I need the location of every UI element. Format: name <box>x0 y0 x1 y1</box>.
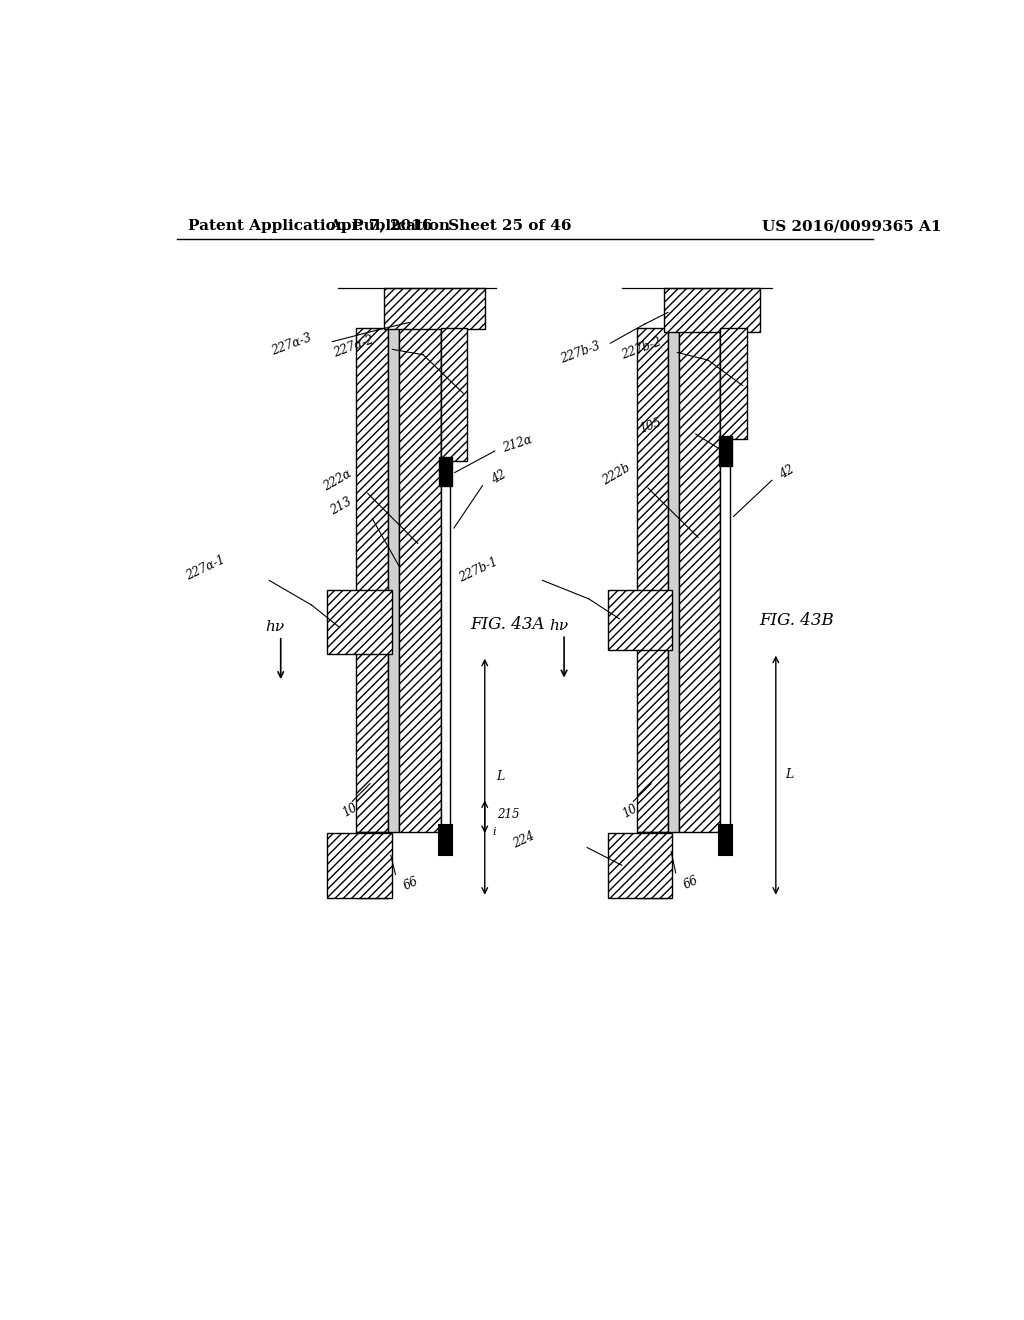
Text: 227α-1: 227α-1 <box>183 553 226 582</box>
Text: US 2016/0099365 A1: US 2016/0099365 A1 <box>762 219 941 234</box>
Bar <box>398 327 441 832</box>
Bar <box>637 327 668 832</box>
Bar <box>608 590 672 649</box>
Bar <box>608 833 672 898</box>
Text: hν: hν <box>549 619 568 632</box>
Bar <box>388 327 398 832</box>
Bar <box>441 327 467 461</box>
Text: 66: 66 <box>682 873 701 891</box>
Text: 227b-3: 227b-3 <box>559 339 602 366</box>
Text: 224: 224 <box>511 829 538 850</box>
Text: L: L <box>497 770 505 783</box>
Text: 10: 10 <box>340 800 359 820</box>
Text: 227α-3: 227α-3 <box>269 331 313 358</box>
Text: 10: 10 <box>620 803 639 821</box>
Bar <box>356 327 388 832</box>
Bar <box>439 457 453 487</box>
Text: FIG. 43B: FIG. 43B <box>759 612 834 628</box>
Text: 227α-2: 227α-2 <box>332 333 376 359</box>
Bar <box>439 825 453 855</box>
Text: 105: 105 <box>638 416 664 437</box>
Bar <box>441 327 451 832</box>
Text: 66: 66 <box>401 875 421 892</box>
Text: 227b-2: 227b-2 <box>620 335 664 362</box>
Bar <box>720 327 746 440</box>
Bar <box>637 832 668 898</box>
Text: 213: 213 <box>328 495 353 517</box>
Bar <box>327 590 391 655</box>
Text: FIG. 43A: FIG. 43A <box>471 615 545 632</box>
Bar <box>668 327 679 832</box>
Text: 227b-1: 227b-1 <box>457 556 500 585</box>
Text: 212α: 212α <box>501 433 534 455</box>
Text: 222α: 222α <box>322 467 354 494</box>
Bar <box>356 832 388 898</box>
Text: Apr. 7, 2016   Sheet 25 of 46: Apr. 7, 2016 Sheet 25 of 46 <box>329 219 571 234</box>
Bar <box>720 327 730 832</box>
Text: i: i <box>493 828 496 837</box>
Bar <box>719 825 732 855</box>
Bar <box>679 327 720 832</box>
Bar <box>327 833 391 898</box>
Bar <box>384 288 484 330</box>
Text: hν: hν <box>266 619 285 634</box>
Bar <box>665 288 761 331</box>
Bar <box>719 436 732 466</box>
Text: 215: 215 <box>497 808 519 821</box>
Text: 42: 42 <box>488 467 508 487</box>
Text: 42: 42 <box>777 463 797 482</box>
Text: 222b: 222b <box>600 461 633 487</box>
Text: L: L <box>785 768 794 781</box>
Text: Patent Application Publication: Patent Application Publication <box>188 219 451 234</box>
